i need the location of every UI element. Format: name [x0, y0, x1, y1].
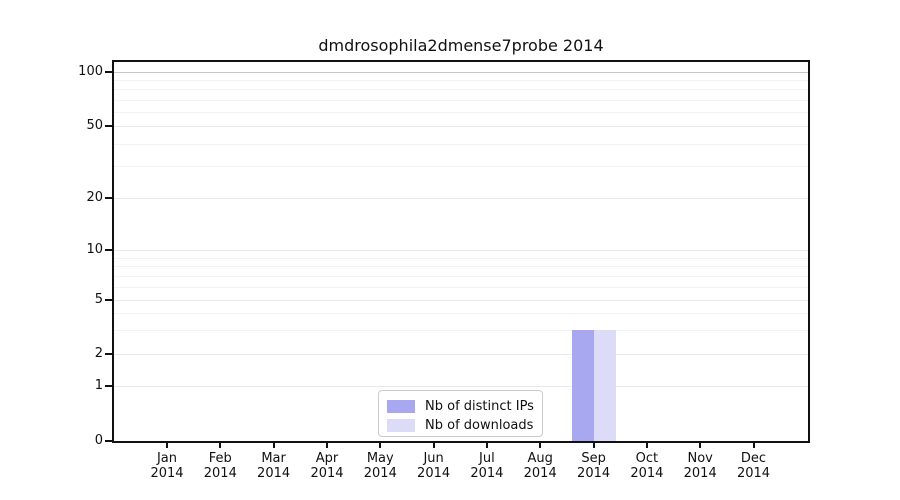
x-tick-month: Apr [315, 451, 339, 466]
x-tick-month: Jun [423, 451, 444, 466]
y-tick-label: 100 [78, 63, 103, 79]
x-tick-mark [219, 443, 222, 448]
x-tick-month: Oct [635, 451, 659, 466]
x-tick-mark [432, 443, 435, 448]
legend-label: Nb of downloads [425, 418, 534, 433]
x-tick-year: 2014 [736, 466, 771, 481]
legend: Nb of distinct IPs Nb of downloads [378, 390, 543, 437]
x-tick-label: Oct 2014 [615, 451, 679, 481]
x-tick-month: Dec [740, 451, 767, 466]
x-tick-year: 2014 [203, 466, 237, 481]
x-tick-mark [379, 443, 382, 448]
x-tick-mark [592, 443, 595, 448]
y-tick-label: 0 [94, 433, 103, 448]
gridline-minor [114, 143, 808, 145]
gridline-minor [114, 112, 808, 113]
gridline-minor [114, 99, 808, 101]
gridline-minor [114, 89, 808, 91]
y-tick-mark [105, 70, 112, 73]
x-tick-year: 2014 [363, 466, 397, 481]
y-tick-mark [105, 298, 112, 301]
x-tick-label: Dec 2014 [722, 451, 786, 481]
y-tick-label: 10 [86, 242, 103, 257]
y-tick-mark [105, 440, 112, 442]
legend-swatch-downloads [387, 419, 415, 432]
x-tick-mark [645, 443, 648, 448]
x-tick-year: 2014 [470, 466, 504, 481]
x-tick-label: Jun 2014 [402, 451, 466, 481]
gridline-minor [114, 166, 808, 167]
legend-item-downloads: Nb of downloads [387, 416, 534, 435]
y-tick-label: 2 [94, 345, 103, 361]
gridline-minor [114, 80, 808, 82]
gridline-minor [114, 275, 808, 277]
x-tick-year: 2014 [150, 466, 184, 481]
plot-area [112, 60, 810, 443]
x-tick-year: 2014 [310, 466, 344, 481]
gridline-major [114, 126, 808, 128]
x-tick-month: Jan [156, 451, 178, 466]
y-tick-mark [105, 384, 112, 387]
x-tick-label: Sep 2014 [562, 451, 626, 481]
gridline-major [114, 71, 808, 73]
y-tick-label: 20 [86, 189, 103, 205]
x-tick-year: 2014 [683, 466, 717, 481]
x-tick-month: May [366, 451, 394, 466]
chart-title: dmdrosophila2dmense7probe 2014 [318, 36, 604, 55]
y-tick-mark [105, 125, 112, 128]
x-tick-year: 2014 [417, 466, 451, 481]
legend-swatch-distinct-ips [387, 400, 415, 413]
x-tick-month: Mar [261, 451, 286, 466]
legend-item-distinct-ips: Nb of distinct IPs [387, 397, 534, 416]
y-tick-mark [105, 196, 112, 199]
x-tick-month: Nov [687, 451, 713, 466]
legend-label: Nb of distinct IPs [425, 399, 534, 414]
x-tick-month: Aug [527, 451, 553, 466]
x-tick-mark [272, 443, 275, 448]
gridline-major [114, 250, 808, 251]
bar-distinct-ips [571, 329, 594, 441]
x-tick-year: 2014 [257, 466, 291, 481]
x-tick-label: Feb 2014 [188, 451, 252, 481]
x-tick-mark [326, 443, 328, 448]
x-tick-year: 2014 [630, 466, 664, 481]
x-tick-label: Jul 2014 [455, 451, 519, 481]
x-tick-year: 2014 [577, 466, 611, 481]
gridline-major [114, 197, 808, 199]
x-tick-mark [699, 443, 702, 448]
gridline-major [114, 385, 808, 387]
x-tick-year: 2014 [523, 466, 557, 481]
gridline-minor [114, 329, 808, 331]
x-tick-label: Jan 2014 [135, 451, 199, 481]
gridline-minor [114, 312, 808, 314]
x-tick-month: Sep [581, 451, 606, 466]
y-tick-mark [105, 352, 112, 355]
y-tick-label: 50 [86, 118, 103, 134]
x-tick-label: Mar 2014 [242, 451, 306, 481]
x-tick-mark [752, 443, 755, 448]
x-tick-mark [166, 443, 168, 448]
x-tick-label: May 2014 [348, 451, 412, 481]
x-tick-label: Nov 2014 [668, 451, 732, 481]
x-tick-label: Aug 2014 [508, 451, 572, 481]
gridline-minor [114, 265, 808, 267]
gridline-minor [114, 257, 808, 259]
gridline-major [114, 353, 808, 355]
y-tick-label: 1 [94, 377, 103, 393]
gridline-minor [114, 286, 808, 288]
y-tick-label: 5 [94, 291, 103, 307]
bar-downloads [593, 329, 616, 441]
y-tick-mark [105, 249, 112, 251]
x-tick-month: Feb [208, 451, 232, 466]
x-tick-mark [485, 443, 488, 448]
x-tick-mark [539, 443, 542, 448]
x-tick-month: Jul [479, 451, 495, 466]
gridline-major [114, 299, 808, 301]
x-tick-label: Apr 2014 [295, 451, 359, 481]
